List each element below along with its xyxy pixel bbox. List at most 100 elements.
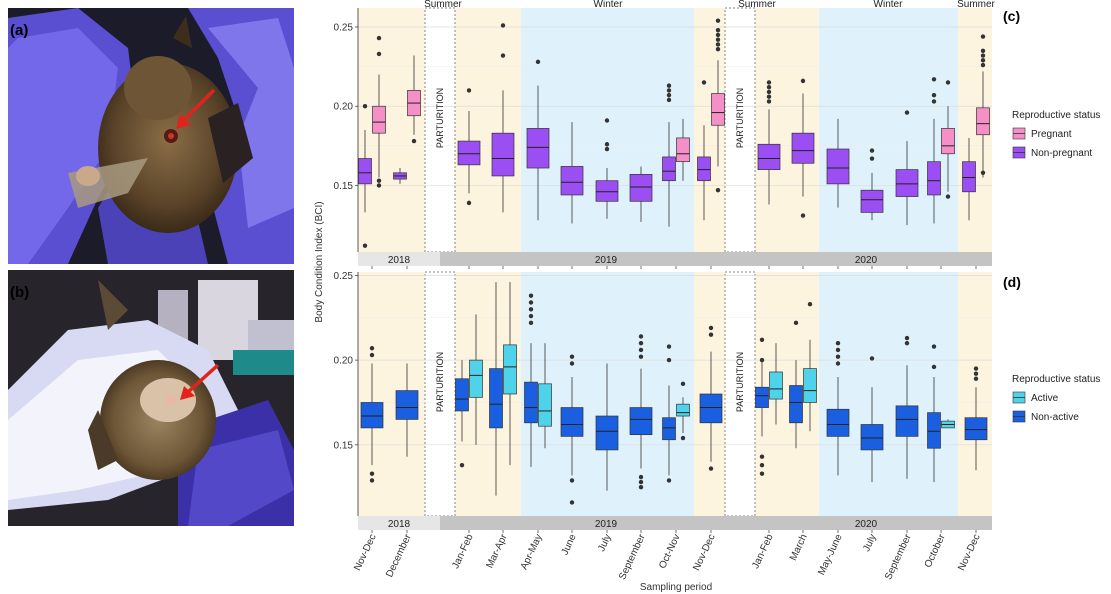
outlier-point bbox=[411, 138, 417, 144]
outlier-point bbox=[869, 156, 875, 161]
outlier-point bbox=[638, 347, 644, 353]
outlier-point bbox=[715, 37, 721, 42]
year-label: 2020 bbox=[855, 519, 878, 530]
box-non-active bbox=[662, 417, 676, 441]
outlier-point bbox=[715, 18, 721, 23]
season-label: Winter bbox=[874, 0, 904, 10]
outlier-point bbox=[766, 99, 772, 104]
box-non-pregnant bbox=[826, 148, 850, 185]
y-tick-label: 0.20 bbox=[334, 102, 354, 113]
outlier-point bbox=[931, 77, 937, 82]
box-non-active bbox=[629, 407, 653, 436]
legend-entry-non-active: Non-active bbox=[1031, 412, 1079, 423]
x-tick-label: Jan-Feb bbox=[450, 532, 476, 570]
year-strip bbox=[740, 252, 992, 266]
outlier-point bbox=[500, 23, 506, 28]
outlier-point bbox=[666, 88, 672, 93]
legend-d-title: Reproductive status bbox=[1012, 374, 1100, 385]
outlier-point bbox=[666, 344, 672, 349]
outlier-point bbox=[701, 80, 707, 85]
box-active bbox=[503, 344, 517, 395]
box-non-pregnant bbox=[662, 156, 676, 182]
outlier-point bbox=[835, 361, 841, 366]
box-non-active bbox=[489, 368, 503, 429]
box-non-active bbox=[395, 390, 419, 420]
year-strip bbox=[358, 516, 440, 530]
outlier-point bbox=[715, 32, 721, 38]
outlier-point bbox=[708, 332, 714, 337]
bat-photo-icon bbox=[8, 270, 294, 526]
outlier-point bbox=[666, 92, 672, 98]
outlier-point bbox=[759, 454, 765, 459]
parturition-label: PARTURITION bbox=[735, 352, 745, 412]
outlier-point bbox=[376, 51, 382, 57]
legend-entry-pregnant: Pregnant bbox=[1031, 129, 1072, 140]
outlier-point bbox=[759, 462, 765, 468]
box-non-pregnant bbox=[595, 180, 619, 202]
box-active bbox=[803, 368, 817, 403]
box-non-active bbox=[826, 408, 850, 437]
season-label: Summer bbox=[424, 0, 462, 10]
outlier-point bbox=[638, 340, 644, 346]
outlier-point bbox=[715, 46, 721, 52]
year-strip bbox=[440, 252, 740, 266]
box-non-active bbox=[560, 407, 584, 437]
box-non-active bbox=[595, 415, 619, 451]
photo-panel-b bbox=[8, 270, 294, 526]
year-strip bbox=[358, 252, 440, 266]
season-band bbox=[958, 272, 992, 516]
outlier-point bbox=[500, 53, 506, 58]
x-tick-label: Nov-Dec bbox=[956, 533, 982, 573]
outlier-point bbox=[638, 484, 644, 490]
box-non-pregnant bbox=[491, 132, 515, 177]
box-non-active bbox=[895, 405, 919, 437]
outlier-point bbox=[666, 357, 672, 363]
outlier-point bbox=[945, 80, 951, 85]
outlier-point bbox=[369, 352, 375, 358]
year-label: 2018 bbox=[388, 519, 411, 530]
boxplot-marks bbox=[358, 18, 990, 505]
panel-label-c: (c) bbox=[1003, 8, 1020, 24]
outlier-point bbox=[869, 148, 875, 153]
season-label: Summer bbox=[957, 0, 995, 10]
y-tick-label: 0.25 bbox=[334, 271, 354, 282]
outlier-point bbox=[759, 337, 765, 342]
outlier-point bbox=[766, 80, 772, 85]
parturition-label: PARTURITION bbox=[435, 88, 445, 148]
box-non-active bbox=[927, 412, 941, 449]
box-pregnant bbox=[711, 93, 725, 126]
outlier-point bbox=[466, 88, 472, 93]
box-non-active bbox=[524, 381, 538, 424]
legend-c-title: Reproductive status bbox=[1012, 110, 1100, 121]
outlier-point bbox=[980, 170, 986, 175]
outlier-point bbox=[638, 474, 644, 480]
box-non-pregnant bbox=[962, 161, 976, 193]
box-non-pregnant bbox=[560, 166, 584, 196]
outlier-point bbox=[973, 366, 979, 371]
outlier-point bbox=[459, 462, 465, 468]
x-tick-label: October bbox=[923, 532, 948, 569]
panel-label-b: (b) bbox=[10, 284, 30, 301]
outlier-point bbox=[931, 92, 937, 98]
y-tick-label: 0.20 bbox=[334, 356, 354, 367]
x-tick-label: September bbox=[883, 532, 914, 582]
outlier-point bbox=[931, 99, 937, 104]
outlier-point bbox=[362, 243, 368, 248]
season-band bbox=[819, 272, 958, 516]
outlier-point bbox=[945, 194, 951, 199]
outlier-point bbox=[800, 78, 806, 84]
x-tick-label: Nov-Dec bbox=[691, 533, 717, 573]
season-band bbox=[755, 8, 819, 252]
outlier-point bbox=[569, 354, 575, 359]
year-strip bbox=[740, 516, 992, 530]
x-axis-label: Sampling period bbox=[640, 582, 712, 593]
outlier-point bbox=[973, 371, 979, 376]
outlier-point bbox=[569, 478, 575, 483]
season-band bbox=[694, 8, 725, 252]
box-non-active bbox=[755, 386, 769, 408]
outlier-point bbox=[715, 188, 721, 193]
x-tick-label: July bbox=[596, 533, 613, 554]
outlier-point bbox=[369, 478, 375, 483]
outlier-point bbox=[715, 42, 721, 47]
